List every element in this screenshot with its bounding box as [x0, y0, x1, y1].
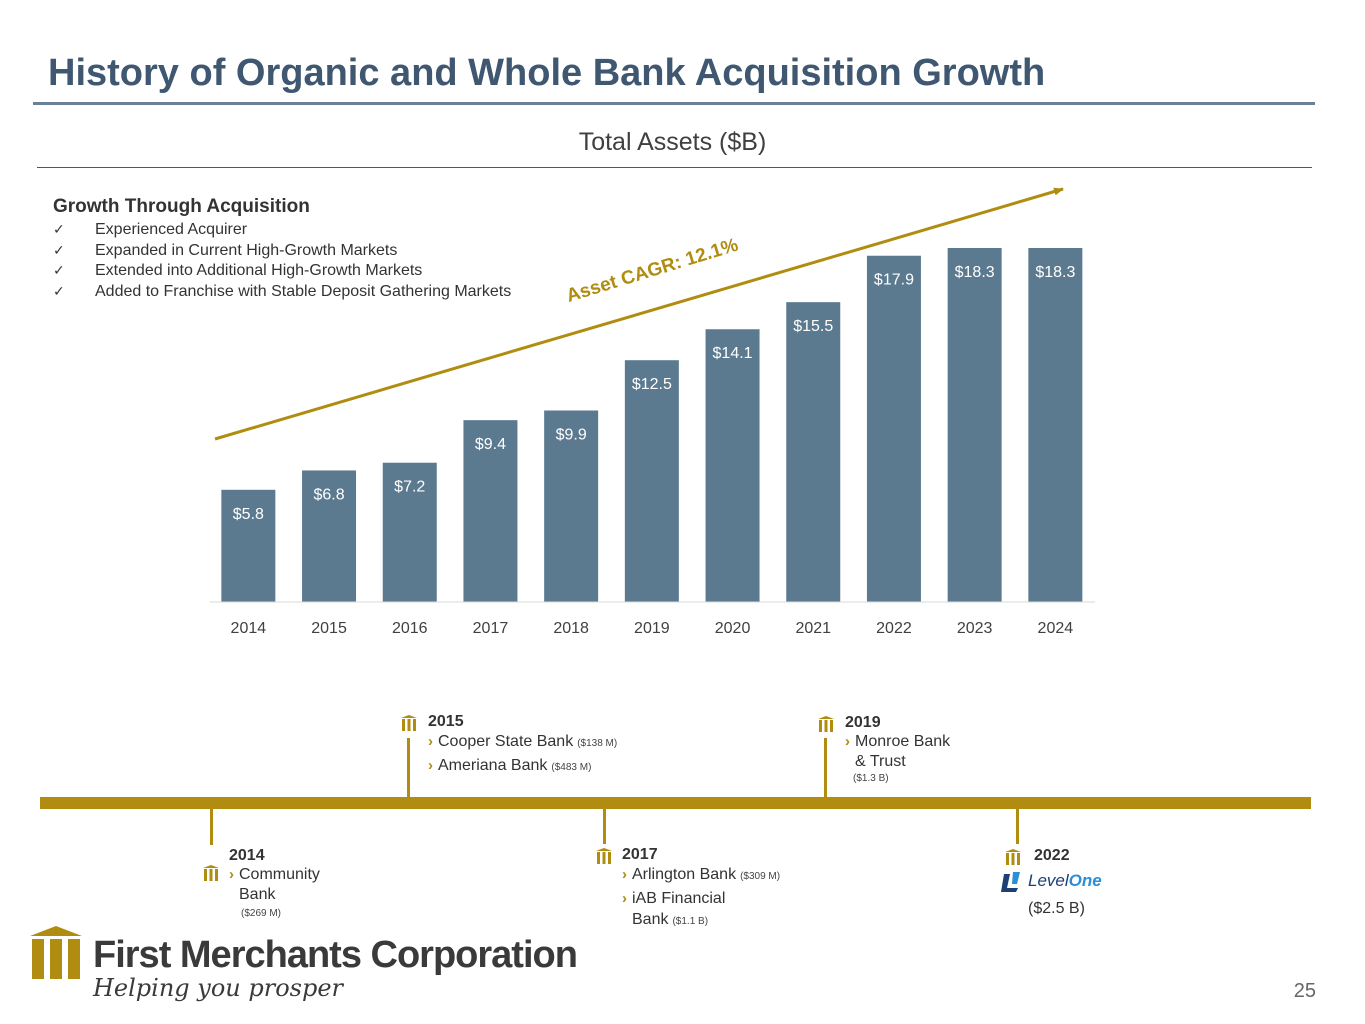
pillar-icon	[203, 865, 219, 881]
data-label-2018: $9.9	[556, 426, 587, 443]
x-tick-2023: 2023	[957, 620, 993, 637]
bar-2024	[1028, 248, 1083, 602]
bar-2015	[302, 470, 357, 602]
check-icon: ✓	[53, 283, 65, 300]
levelone-logo-text: LevelOne	[1028, 871, 1102, 890]
bar-2016	[382, 462, 437, 602]
acquisition-amount: ($269 M)	[241, 908, 282, 919]
data-label-2017: $9.4	[475, 436, 506, 453]
growth-item: ✓ Expanded in Current High-Growth Markets	[53, 241, 523, 262]
x-tick-2024: 2024	[1038, 620, 1074, 637]
event-year: 2015	[428, 713, 464, 730]
page-title: History of Organic and Whole Bank Acquis…	[48, 52, 1046, 94]
timeline-stem-2015	[407, 738, 410, 797]
check-icon: ✓	[53, 263, 65, 279]
pillar-logo-icon	[30, 926, 82, 979]
page-number: 25	[1293, 980, 1316, 1002]
acquisition-item: › Community Bank	[229, 866, 320, 903]
data-label-2024: $18.3	[1035, 264, 1075, 281]
data-label-2020: $14.1	[713, 345, 753, 362]
chevron-right-icon: ›	[622, 890, 627, 907]
pillar-icon	[596, 848, 612, 864]
x-tick-2017: 2017	[473, 620, 509, 637]
data-label-2019: $12.5	[632, 376, 672, 393]
data-label-2014: $5.8	[233, 506, 264, 523]
acquisition-item: › iAB Financial Bank ($1.1 B)	[622, 890, 726, 928]
bar-2017	[463, 420, 518, 602]
chevron-right-icon: ›	[428, 733, 433, 750]
growth-item: ✓ Experienced Acquirer	[53, 220, 523, 241]
bar-2023	[947, 248, 1002, 602]
growth-item: ✓ Added to Franchise with Stable Deposit …	[53, 282, 523, 303]
cagr-trend-arrow	[214, 187, 1064, 441]
data-label-2021: $15.5	[793, 318, 833, 335]
x-tick-2020: 2020	[715, 620, 751, 637]
bar-2018	[544, 410, 599, 602]
data-label-2015: $6.8	[313, 486, 344, 503]
levelone-mark-icon	[1001, 872, 1020, 892]
data-label-2016: $7.2	[394, 479, 425, 496]
growth-item: ✓ Extended into Additional High-Growth Ma…	[53, 261, 523, 282]
timeline-event-2015: 2015 › Cooper State Bank ($138 M) › Amerian…	[400, 713, 617, 779]
timeline-stem-2022	[1016, 809, 1019, 844]
event-year: 2022	[1034, 847, 1070, 864]
x-tick-2014: 2014	[231, 620, 267, 637]
check-icon: ✓	[53, 242, 65, 259]
bar-2019	[624, 360, 679, 602]
levelone-logo: LevelOne	[1000, 870, 1110, 896]
acquisition-amount: ($1.3 B)	[853, 773, 889, 784]
pillar-icon	[818, 716, 834, 732]
acquisition-item: › Arlington Bank ($309 M)	[622, 864, 782, 888]
bar-chart: $5.8 2014 $6.8 2015 $7.2 2016 $9.4 2017 $9.9 2018…	[210, 187, 1095, 637]
acquisition-item: › Monroe Bank & Trust	[845, 733, 951, 770]
title-divider	[33, 102, 1315, 105]
bar-2014	[221, 489, 276, 602]
event-year: 2014	[229, 847, 265, 864]
growth-heading: Growth Through Acquisition	[53, 196, 310, 217]
chart-title: Total Assets ($B)	[578, 128, 767, 156]
check-icon: ✓	[53, 222, 65, 238]
bar-2020	[705, 329, 760, 602]
company-tagline: Helping you prosper	[93, 974, 344, 1002]
acquisition-amount: ($2.5 B)	[1028, 900, 1085, 917]
x-tick-2015: 2015	[311, 620, 347, 637]
x-tick-2021: 2021	[795, 620, 831, 637]
company-logo: First Merchants Corporation Helping you …	[28, 920, 578, 1010]
timeline-stem-2019	[824, 738, 827, 797]
data-label-2023: $18.3	[955, 264, 995, 281]
timeline-stem-2014	[210, 809, 213, 845]
x-tick-2016: 2016	[392, 620, 428, 637]
bar-2022	[866, 255, 921, 602]
x-tick-2019: 2019	[634, 620, 670, 637]
pillar-icon	[1005, 849, 1021, 865]
timeline-stem-2017	[603, 809, 606, 844]
x-tick-2018: 2018	[553, 620, 589, 637]
timeline-bar	[40, 797, 1311, 809]
acquisition-item: › Ameriana Bank ($483 M)	[428, 755, 617, 779]
growth-panel: Growth Through Acquisition ✓ Experienced …	[53, 196, 523, 302]
pillar-icon	[401, 715, 417, 731]
timeline-event-2019: 2019 › Monroe Bank & Trust ($1.3 B)	[817, 714, 965, 786]
chevron-right-icon: ›	[428, 757, 433, 774]
cagr-annotation: Asset CAGR: 12.1%	[564, 235, 741, 307]
acquisition-item: › Cooper State Bank ($138 M)	[428, 731, 617, 755]
timeline-event-2014: 2014 › Community Bank ($269 M)	[202, 847, 339, 921]
timeline-event-2022: 2022	[1004, 847, 1070, 865]
bar-2021	[786, 302, 841, 602]
growth-list: ✓ Experienced Acquirer ✓ Expanded in Curre…	[53, 220, 523, 302]
event-year: 2017	[622, 846, 658, 863]
chart-divider	[37, 167, 1312, 168]
chevron-right-icon: ›	[845, 733, 850, 750]
x-tick-2022: 2022	[876, 620, 912, 637]
chevron-right-icon: ›	[622, 866, 627, 883]
timeline-event-2017: 2017 › Arlington Bank ($309 M) › iAB Financ…	[595, 846, 782, 932]
data-label-2022: $17.9	[874, 272, 914, 289]
chevron-right-icon: ›	[229, 866, 234, 883]
company-name: First Merchants Corporation	[93, 934, 578, 976]
event-year: 2019	[845, 714, 881, 731]
